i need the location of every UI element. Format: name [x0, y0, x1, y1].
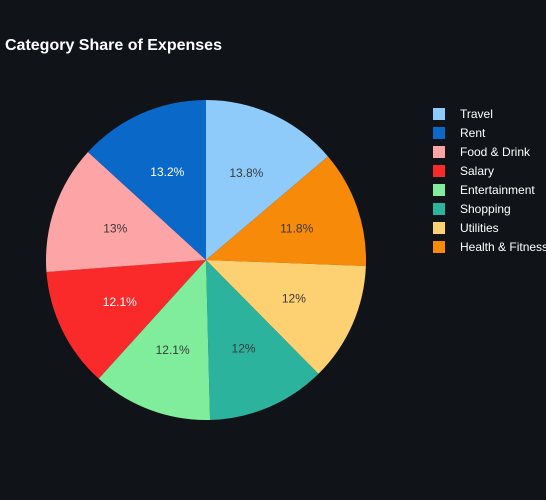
legend-item-rent[interactable]: Rent	[433, 126, 486, 140]
legend-label-salary: Salary	[460, 164, 494, 178]
legend-label-health-and-fitness: Health & Fitness	[460, 240, 546, 254]
pie-label-shopping: 12%	[232, 341, 256, 355]
legend-item-utilities[interactable]: Utilities	[433, 221, 499, 235]
pie-label-health-and-fitness: 11.8%	[280, 222, 313, 236]
legend-item-travel[interactable]: Travel	[433, 107, 493, 121]
legend-item-food-and-drink[interactable]: Food & Drink	[433, 145, 531, 159]
legend-item-shopping[interactable]: Shopping	[433, 202, 511, 216]
legend-swatch-health-and-fitness	[433, 241, 445, 253]
pie-label-travel: 13.8%	[229, 166, 263, 180]
pie-slice-health-and-fitness	[206, 156, 366, 267]
legend-swatch-travel	[433, 108, 445, 120]
legend-label-rent: Rent	[460, 126, 486, 140]
pie-slice-entertainment	[98, 260, 211, 420]
pie-slice-salary	[46, 260, 206, 379]
legend: Travel Rent Food & Drink Salary Entertainmen…	[433, 107, 546, 254]
pie-label-entertainment: 12.1%	[156, 343, 190, 357]
legend-swatch-salary	[433, 165, 445, 177]
legend-swatch-utilities	[433, 222, 445, 234]
legend-swatch-food-and-drink	[433, 146, 445, 158]
legend-label-travel: Travel	[460, 107, 493, 121]
legend-item-salary[interactable]: Salary	[433, 164, 494, 178]
pie-label-rent: 13.2%	[150, 165, 184, 179]
legend-item-health-and-fitness[interactable]: Health & Fitness	[433, 240, 546, 254]
chart-title: Category Share of Expenses	[5, 37, 222, 54]
pie-labels: 13.8% 11.8% 12% 12% 12.1% 12.1% 13% 13.2%	[103, 165, 314, 357]
legend-swatch-shopping	[433, 203, 445, 215]
pie-label-salary: 12.1%	[103, 295, 137, 309]
pie-slice-utilities	[206, 260, 366, 374]
legend-label-utilities: Utilities	[460, 221, 499, 235]
legend-swatch-rent	[433, 127, 445, 139]
legend-swatch-entertainment	[433, 184, 445, 196]
pie-label-food-and-drink: 13%	[103, 222, 127, 236]
pie-slice-shopping	[206, 260, 319, 420]
pie-slices	[46, 100, 366, 420]
legend-label-food-and-drink: Food & Drink	[460, 145, 531, 159]
pie-slice-rent	[87, 100, 206, 260]
pie-label-utilities: 12%	[282, 292, 306, 306]
pie-slice-travel	[206, 100, 328, 260]
legend-label-shopping: Shopping	[460, 202, 511, 216]
legend-label-entertainment: Entertainment	[460, 183, 535, 197]
pie-slice-food-and-drink	[46, 151, 206, 273]
legend-item-entertainment[interactable]: Entertainment	[433, 183, 535, 197]
